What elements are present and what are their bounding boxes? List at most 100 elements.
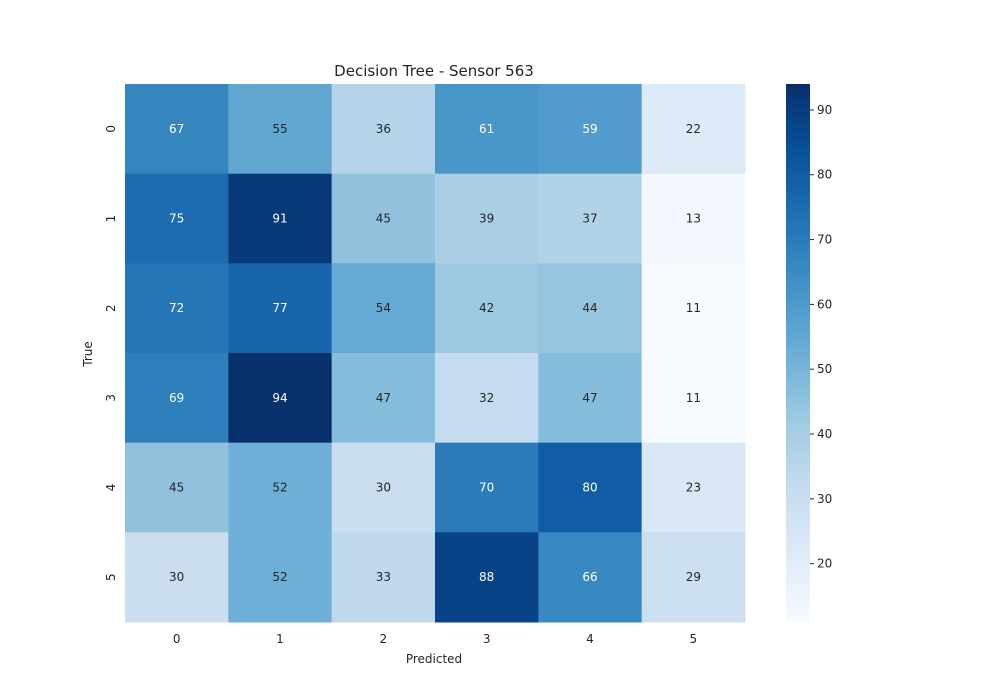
cell-value-label: 42 <box>479 301 494 315</box>
cell-value-label: 72 <box>169 301 184 315</box>
cell-value-label: 22 <box>686 122 701 136</box>
cell-value-label: 30 <box>376 481 391 495</box>
y-tick-label: 1 <box>104 215 118 223</box>
heatmap-cell <box>331 353 436 444</box>
heatmap-cell <box>435 442 539 533</box>
colorbar-tick-label: 50 <box>817 362 832 376</box>
heatmap-cell <box>641 532 746 623</box>
y-tick-label: 0 <box>104 125 118 133</box>
cell-value-label: 91 <box>272 212 287 226</box>
cell-value-label: 52 <box>272 481 287 495</box>
heatmap-cell <box>538 442 643 533</box>
cell-value-label: 55 <box>272 122 287 136</box>
heatmap-cell <box>228 442 333 533</box>
cell-value-label: 61 <box>479 122 494 136</box>
colorbar <box>786 84 810 622</box>
heatmap-cell <box>125 84 229 175</box>
heatmap-cell <box>125 353 229 444</box>
cell-value-label: 29 <box>686 570 701 584</box>
x-axis-label: Predicted <box>406 652 462 666</box>
heatmap-cell <box>641 442 746 533</box>
heatmap-cell <box>538 532 643 623</box>
cell-value-label: 52 <box>272 570 287 584</box>
cell-value-label: 32 <box>479 391 494 405</box>
x-tick-label: 3 <box>483 632 491 646</box>
heatmap-cell <box>331 532 436 623</box>
colorbar-ticks: 20 30 40 50 60 70 80 90 <box>810 103 832 571</box>
heatmap-cell <box>228 84 333 175</box>
y-axis-ticks: 0 1 2 3 4 5 <box>104 125 118 581</box>
cell-value-label: 66 <box>582 570 597 584</box>
cell-value-label: 47 <box>582 391 597 405</box>
cell-value-label: 45 <box>376 212 391 226</box>
heatmap-cell <box>331 173 436 264</box>
heatmap-cell <box>435 263 539 354</box>
y-tick-label: 4 <box>104 484 118 492</box>
cell-value-label: 23 <box>686 481 701 495</box>
cell-value-label: 11 <box>686 391 701 405</box>
heatmap-cell <box>228 353 333 444</box>
colorbar-tick-label: 60 <box>817 297 832 311</box>
cell-value-label: 88 <box>479 570 494 584</box>
heatmap-cell <box>125 532 229 623</box>
heatmap-cell <box>641 173 746 264</box>
cell-value-label: 33 <box>376 570 391 584</box>
colorbar-tick-label: 70 <box>817 233 832 247</box>
heatmap-cell <box>331 84 436 175</box>
heatmap-cell <box>641 84 746 175</box>
colorbar-tick-label: 90 <box>817 103 832 117</box>
cell-value-label: 39 <box>479 212 494 226</box>
y-tick-label: 2 <box>104 304 118 312</box>
heatmap-cell <box>125 263 229 354</box>
cell-value-label: 67 <box>169 122 184 136</box>
heatmap-cells <box>125 84 746 623</box>
cell-value-label: 75 <box>169 212 184 226</box>
cell-value-label: 94 <box>272 391 287 405</box>
x-tick-label: 2 <box>380 632 388 646</box>
heatmap-cell <box>435 353 539 444</box>
cell-value-label: 37 <box>582 212 597 226</box>
heatmap-cell <box>125 442 229 533</box>
heatmap-cell <box>228 532 333 623</box>
y-tick-label: 5 <box>104 573 118 581</box>
x-tick-label: 1 <box>276 632 284 646</box>
colorbar-tick-label: 80 <box>817 168 832 182</box>
cell-value-label: 11 <box>686 301 701 315</box>
heatmap-cell <box>228 173 333 264</box>
heatmap-cell <box>538 263 643 354</box>
cell-value-label: 70 <box>479 481 494 495</box>
cell-value-label: 30 <box>169 570 184 584</box>
heatmap-cell-labels: 67 55 36 61 59 22 75 91 45 39 37 13 72 77 54 42 44 11 69 94… <box>169 122 701 584</box>
x-tick-label: 0 <box>173 632 181 646</box>
cell-value-label: 54 <box>376 301 391 315</box>
heatmap-cell <box>228 263 333 354</box>
cell-value-label: 69 <box>169 391 184 405</box>
heatmap-cell <box>538 84 643 175</box>
x-tick-label: 4 <box>586 632 594 646</box>
colorbar-tick-label: 40 <box>817 427 832 441</box>
cell-value-label: 77 <box>272 301 287 315</box>
heatmap-cell <box>641 353 746 444</box>
heatmap-cell <box>538 353 643 444</box>
heatmap-cell <box>435 532 539 623</box>
heatmap-cell <box>435 84 539 175</box>
x-tick-label: 5 <box>690 632 698 646</box>
y-axis-label: True <box>81 341 95 368</box>
heatmap-cell <box>641 263 746 354</box>
y-tick-label: 3 <box>104 394 118 402</box>
cell-value-label: 13 <box>686 212 701 226</box>
colorbar-tick-label: 30 <box>817 492 832 506</box>
heatmap-cell <box>435 173 539 264</box>
heatmap-cell <box>331 263 436 354</box>
cell-value-label: 36 <box>376 122 391 136</box>
cell-value-label: 44 <box>582 301 597 315</box>
x-axis-ticks: 0 1 2 3 4 5 <box>173 632 697 646</box>
cell-value-label: 59 <box>582 122 597 136</box>
heatmap-cell <box>538 173 643 264</box>
cell-value-label: 45 <box>169 481 184 495</box>
heatmap-cell <box>125 173 229 264</box>
heatmap-cell <box>331 442 436 533</box>
chart-title: Decision Tree - Sensor 563 <box>334 62 534 80</box>
colorbar-tick-label: 20 <box>817 557 832 571</box>
